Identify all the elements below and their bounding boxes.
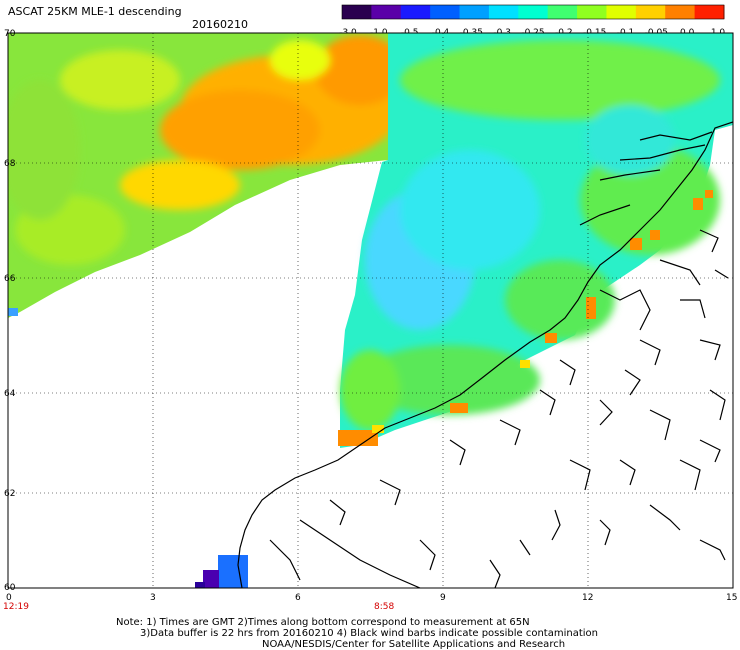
southwest-cells [195, 555, 248, 588]
colorbar-swatch [342, 5, 372, 19]
colorbar-swatch [518, 5, 549, 19]
graticule [8, 33, 733, 588]
time-labels: 12:19 8:58 [3, 602, 394, 612]
colorbar-swatch [371, 5, 402, 19]
time-label-858: 8:58 [374, 602, 394, 612]
map-date: 20160210 [192, 18, 248, 31]
map-title: ASCAT 25KM MLE-1 descending [8, 5, 182, 18]
wind-data-field [8, 33, 733, 588]
colorbar-swatch [459, 5, 490, 19]
lat-label-64: 64 [4, 389, 16, 399]
colorbar-swatch [430, 5, 461, 19]
colorbar-swatch [694, 5, 725, 19]
longitude-labels: 0 3 6 9 12 15 [6, 593, 737, 603]
lat-label-68: 68 [4, 159, 16, 169]
colorbar-swatch [577, 5, 607, 19]
colorbar-swatch [635, 5, 666, 19]
coastline [237, 121, 733, 588]
lon-label-12: 12 [582, 593, 593, 603]
lon-label-0: 0 [6, 593, 12, 603]
colorbar-swatch [488, 5, 519, 19]
lon-label-6: 6 [295, 593, 301, 603]
lat-label-62: 62 [4, 489, 15, 499]
lat-label-66: 66 [4, 274, 16, 284]
colorbar-swatch [547, 5, 578, 19]
colorbar-swatch [606, 5, 637, 19]
note-line-2: 3)Data buffer is 22 hrs from 20160210 4)… [140, 628, 598, 639]
lon-label-15: 15 [726, 593, 737, 603]
footer-notes: Note: 1) Times are GMT 2)Times along bot… [116, 617, 598, 650]
lon-label-9: 9 [440, 593, 446, 603]
time-label-1219: 12:19 [3, 602, 29, 612]
coastal-edge-cells [338, 190, 713, 446]
lat-label-60: 60 [4, 583, 16, 593]
latitude-labels: 70 68 66 64 62 60 [4, 29, 16, 593]
colorbar-swatch [665, 5, 696, 19]
map-area [8, 33, 733, 588]
note-line-3: NOAA/NESDIS/Center for Satellite Applica… [262, 639, 565, 650]
colorbar-swatch [400, 5, 431, 19]
lat-label-70: 70 [4, 29, 16, 39]
map-frame [7, 32, 734, 589]
lon-label-3: 3 [150, 593, 156, 603]
note-line-1: Note: 1) Times are GMT 2)Times along bot… [116, 617, 530, 628]
